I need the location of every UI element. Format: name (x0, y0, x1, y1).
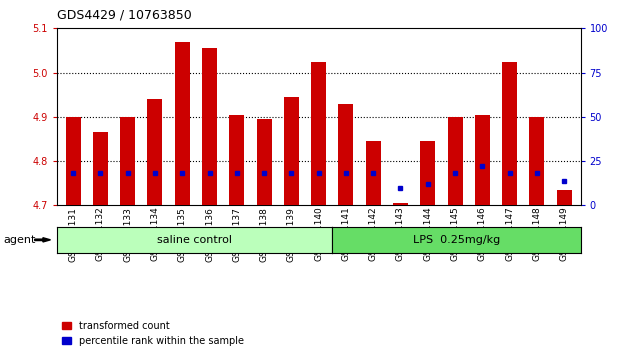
Bar (175, 41, 190, 205)
Bar (311, 62, 326, 205)
Legend: transformed count, percentile rank within the sample: transformed count, percentile rank withi… (62, 321, 244, 346)
Bar (420, 141, 435, 205)
Bar (393, 203, 408, 205)
Bar (502, 62, 517, 205)
Bar (121, 117, 135, 205)
Bar (257, 119, 271, 205)
Bar (447, 117, 463, 205)
Bar (284, 97, 299, 205)
Text: saline control: saline control (157, 235, 232, 245)
Bar (66, 117, 81, 205)
Bar (148, 99, 163, 205)
Bar (557, 190, 572, 205)
Bar (93, 132, 108, 205)
Bar (475, 115, 490, 205)
Bar (229, 115, 244, 205)
Bar (202, 48, 217, 205)
Text: agent: agent (3, 235, 35, 245)
Bar (338, 104, 353, 205)
Text: GDS4429 / 10763850: GDS4429 / 10763850 (57, 8, 192, 21)
Bar (366, 141, 380, 205)
Text: LPS  0.25mg/kg: LPS 0.25mg/kg (413, 235, 500, 245)
Bar (529, 117, 545, 205)
